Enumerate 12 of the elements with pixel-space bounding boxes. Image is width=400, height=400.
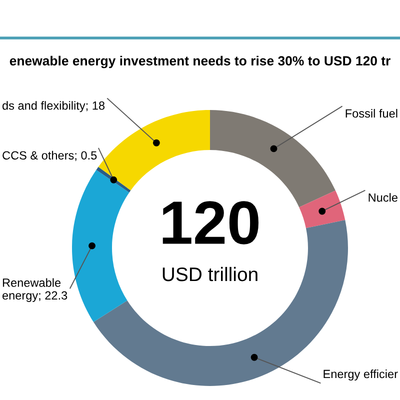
- slice-label: Renewable energy; 22.3: [2, 278, 68, 302]
- slice-label: ds and flexibility; 18: [2, 101, 105, 112]
- slice-label: Nucle: [368, 193, 398, 202]
- donut-slice: [72, 170, 130, 322]
- donut-slice: [98, 110, 210, 190]
- slice-label: Energy efficier: [324, 369, 398, 381]
- slice-label: Fossil fuel: [346, 108, 398, 118]
- donut-slice: [299, 190, 346, 228]
- text: USD trillion: [162, 266, 258, 282]
- text: 120: [162, 201, 258, 244]
- slice-label: CCS & others; 0.5: [2, 150, 97, 161]
- chart-title: enewable energy investment needs to rise 30% to USD 120 tr: [10, 56, 390, 68]
